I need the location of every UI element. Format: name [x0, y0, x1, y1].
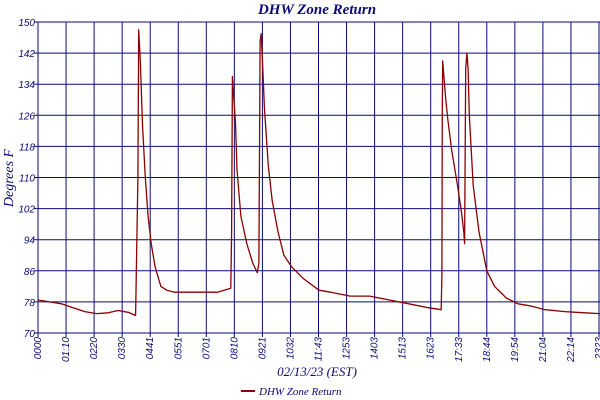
y-tick-label: 142	[18, 49, 35, 60]
y-tick-label: 86	[24, 267, 36, 278]
legend-label: DHW Zone Return	[258, 386, 342, 398]
x-tick-label: 11:43	[314, 337, 325, 362]
series-line-dhw-zone-return	[37, 29, 600, 317]
x-tick-label: 2323	[594, 337, 600, 361]
x-tick-label: 1513	[398, 337, 409, 360]
x-tick-label: 19:54	[510, 337, 521, 362]
y-tick-label: 126	[18, 111, 35, 122]
y-tick-label: 110	[19, 174, 35, 185]
series-layer	[37, 29, 600, 317]
x-axis-ticks: 0000 01:10 0220 0330 0441 0551 0701 0810 0921 103…	[33, 333, 600, 363]
y-tick-label: 70	[24, 329, 36, 340]
y-tick-label: 78	[24, 298, 36, 309]
x-tick-label: 17:33	[454, 337, 465, 362]
x-tick-label: 0701	[201, 337, 212, 359]
x-tick-label: 1403	[370, 337, 381, 360]
chart-title: DHW Zone Return	[257, 2, 376, 18]
x-axis-label: 02/13/23 (EST)	[277, 364, 357, 379]
x-tick-label: 22:14	[566, 337, 577, 363]
x-tick-label: 18:44	[482, 337, 493, 362]
y-axis-label: Degrees F	[2, 148, 17, 208]
grid-lines	[37, 21, 600, 334]
y-axis-ticks: 70 78 86 94 102 110 118 126 134 142 150	[18, 18, 38, 340]
y-tick-label: 150	[18, 18, 35, 29]
x-tick-label: 1253	[342, 337, 353, 360]
x-tick-label: 0220	[89, 337, 100, 360]
x-tick-label: 0441	[145, 337, 156, 359]
y-tick-label: 134	[18, 80, 35, 91]
x-tick-label: 0000	[33, 337, 44, 360]
x-tick-label: 0330	[117, 337, 128, 360]
x-tick-label: 0551	[173, 337, 184, 359]
y-tick-label: 118	[19, 142, 35, 153]
y-tick-label: 102	[18, 205, 35, 216]
y-tick-label: 94	[24, 236, 36, 247]
x-tick-label: 1623	[426, 337, 437, 360]
x-tick-label: 01:10	[61, 337, 72, 362]
x-tick-label: 1032	[285, 337, 296, 360]
x-tick-label: 21:04	[538, 337, 549, 363]
x-tick-label: 0921	[257, 337, 268, 359]
x-tick-label: 0810	[229, 337, 240, 360]
legend: DHW Zone Return	[241, 386, 342, 398]
